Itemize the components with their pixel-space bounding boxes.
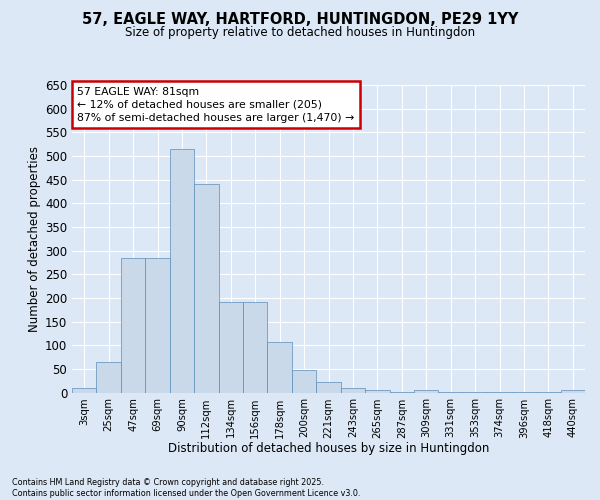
Bar (121, 258, 145, 392)
Bar (365, 390, 389, 392)
Bar (170, 149, 194, 392)
Bar (341, 388, 365, 392)
Text: 57, EAGLE WAY, HARTFORD, HUNTINGDON, PE29 1YY: 57, EAGLE WAY, HARTFORD, HUNTINGDON, PE2… (82, 12, 518, 28)
Bar (268, 342, 292, 392)
Bar (218, 302, 243, 392)
Bar (72, 388, 97, 392)
Bar (560, 390, 585, 392)
Bar (243, 302, 268, 392)
Bar (145, 258, 170, 392)
Bar (97, 362, 121, 392)
Text: 57 EAGLE WAY: 81sqm
← 12% of detached houses are smaller (205)
87% of semi-detac: 57 EAGLE WAY: 81sqm ← 12% of detached ho… (77, 86, 355, 123)
Text: Size of property relative to detached houses in Huntingdon: Size of property relative to detached ho… (125, 26, 475, 39)
X-axis label: Distribution of detached houses by size in Huntingdon: Distribution of detached houses by size … (168, 442, 489, 455)
Bar (194, 184, 218, 392)
Bar (316, 382, 341, 392)
Bar (414, 390, 439, 392)
Y-axis label: Number of detached properties: Number of detached properties (28, 146, 41, 332)
Text: Contains HM Land Registry data © Crown copyright and database right 2025.
Contai: Contains HM Land Registry data © Crown c… (12, 478, 361, 498)
Bar (292, 370, 316, 392)
